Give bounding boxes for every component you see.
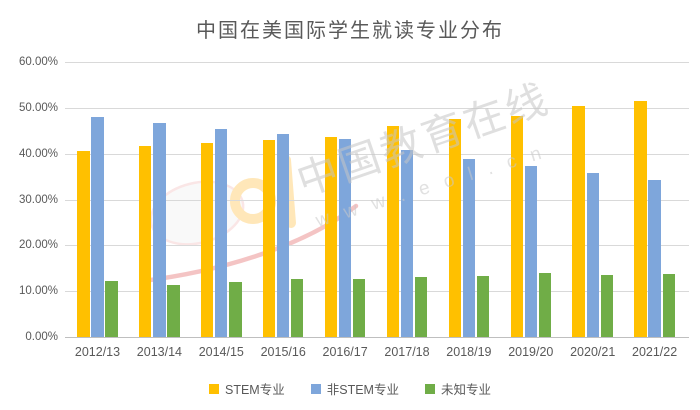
x-tick-label-2013-14: 2013/14 [136, 345, 182, 359]
bar-series1-2013-14 [153, 123, 166, 337]
bar-series1-2016-17 [338, 138, 352, 337]
legend-swatch-nonstem [310, 383, 321, 394]
bar-series1-2014-15 [215, 129, 228, 337]
bar-series1-2015-16 [277, 133, 290, 337]
gridline-30 [65, 199, 689, 201]
legend-swatch-stem [209, 383, 219, 394]
bar-series0-2012-13 [77, 151, 90, 337]
y-tick-label-40: 40.00% [18, 147, 58, 160]
legend-label-unknown: 未知专业 [440, 383, 491, 397]
bar-series2-2021-22 [662, 273, 675, 337]
legend-item-nonstem: 非STEM专业 [310, 379, 399, 398]
x-tick-label-2015-16: 2015/16 [260, 345, 306, 359]
y-tick-label-0: 0.00% [25, 331, 58, 343]
bar-series0-2016-17 [324, 137, 338, 337]
bar-series2-2014-15 [229, 281, 242, 337]
bar-series2-2016-17 [353, 278, 366, 337]
bar-series1-2021-22 [648, 179, 661, 337]
gridline-10 [65, 291, 689, 293]
legend-label-stem: STEM专业 [225, 383, 285, 397]
y-tick-label-10: 10.00% [18, 285, 58, 298]
y-tick-label-30: 30.00% [18, 193, 58, 206]
bar-series0-2018-19 [448, 118, 461, 337]
bar-series1-2017-18 [400, 150, 414, 337]
bar-series0-2019-20 [510, 115, 523, 337]
bar-series2-2012-13 [105, 280, 118, 337]
bar-series2-2020-21 [600, 274, 613, 337]
bar-series2-2019-20 [538, 273, 552, 337]
x-tick-label-2018-19: 2018/19 [446, 345, 492, 359]
bar-series0-2017-18 [386, 126, 400, 337]
x-tick-label-2014-15: 2014/15 [198, 345, 244, 359]
bar-series1-2018-19 [462, 158, 476, 337]
bar-series0-2020-21 [572, 106, 585, 337]
x-tick-label-2019-20: 2019/20 [508, 345, 554, 359]
bar-series1-2020-21 [586, 172, 599, 337]
x-tick-label-2016-17: 2016/17 [322, 345, 368, 359]
gridline-40 [65, 153, 689, 155]
legend-swatch-unknown [424, 383, 435, 394]
legend-item-unknown: 未知专业 [424, 379, 491, 398]
gridline-20 [65, 245, 689, 247]
x-tick-label-2012-13: 2012/13 [74, 345, 121, 359]
y-tick-label-50: 50.00% [18, 101, 58, 114]
chart-title: 中国在美国际学生就读专业分布 [196, 20, 504, 42]
bar-series0-2015-16 [262, 140, 276, 337]
bar-series2-2015-16 [291, 278, 304, 337]
bar-series0-2021-22 [634, 100, 647, 337]
gridline-60 [65, 62, 689, 63]
bar-series2-2017-18 [414, 276, 428, 337]
bar-series2-2013-14 [167, 284, 180, 337]
bar-series1-2019-20 [524, 165, 537, 337]
y-tick-label-20: 20.00% [18, 239, 58, 252]
legend-item-stem: STEM专业 [209, 379, 285, 398]
legend: STEM专业 非STEM专业 未知专业 [0, 379, 700, 398]
bar-series0-2014-15 [201, 142, 214, 337]
x-tick-label-2020-21: 2020/21 [570, 345, 616, 359]
bar-series2-2018-19 [476, 276, 490, 337]
legend-label-nonstem: 非STEM专业 [326, 383, 399, 397]
bar-series1-2012-13 [91, 117, 104, 337]
x-tick-label-2021-22: 2021/22 [632, 345, 678, 359]
gridline-0 [65, 337, 689, 338]
y-tick-label-60: 60.00% [18, 56, 58, 68]
x-tick-label-2017-18: 2017/18 [384, 345, 430, 359]
gridline-50 [65, 107, 689, 109]
bar-series0-2013-14 [139, 146, 152, 337]
